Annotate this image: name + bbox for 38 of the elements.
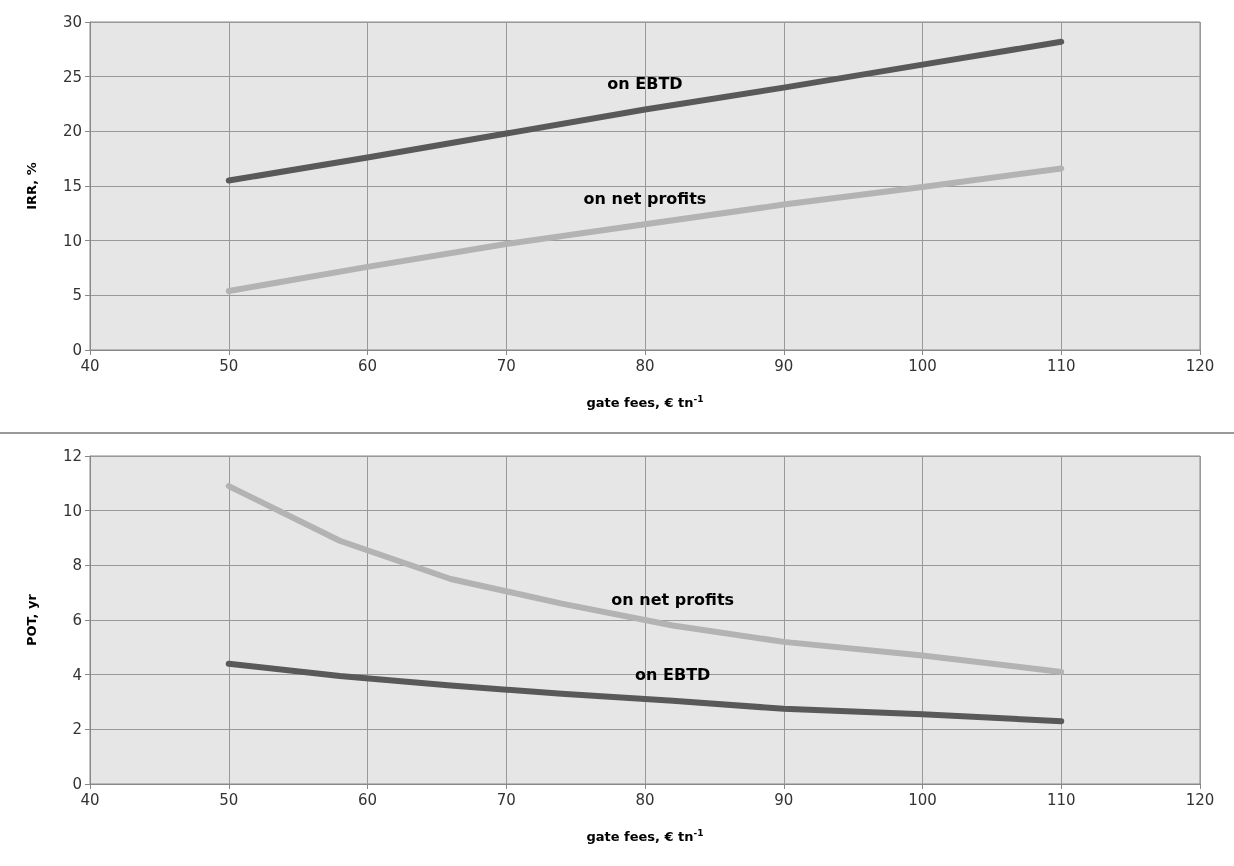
y-tick-label: 15 xyxy=(62,177,82,195)
x-tick-label: 100 xyxy=(908,356,937,375)
y-tick-label: 8 xyxy=(72,556,82,575)
y-tick-label: 0 xyxy=(72,341,82,359)
x-tick-label: 50 xyxy=(219,356,239,375)
y-tick-label: 20 xyxy=(62,122,82,141)
x-tick-label: 120 xyxy=(1185,790,1215,809)
y-tick-label: 4 xyxy=(72,665,82,684)
x-tick-label: 70 xyxy=(496,790,516,809)
y-tick-label: 30 xyxy=(62,13,82,31)
series-label: on net profits xyxy=(611,589,735,609)
y-tick-label: 6 xyxy=(72,611,82,629)
x-tick-label: 80 xyxy=(635,356,655,375)
x-tick-label: 60 xyxy=(357,356,378,375)
y-tick-label: 25 xyxy=(62,67,82,86)
x-tick-label: 40 xyxy=(80,790,100,809)
y-tick-label: 12 xyxy=(62,447,82,465)
y-tick-label: 10 xyxy=(62,231,82,250)
x-tick-label: 80 xyxy=(635,790,655,809)
series-label: on net profits xyxy=(583,188,707,208)
y-axis-title: IRR, % xyxy=(24,162,39,210)
y-tick-label: 5 xyxy=(72,286,82,305)
y-tick-label: 10 xyxy=(62,501,82,520)
x-tick-label: 120 xyxy=(1185,356,1215,375)
x-tick-label: 70 xyxy=(496,356,516,375)
x-tick-label: 90 xyxy=(774,356,794,375)
y-axis-title: POT, yr xyxy=(24,593,39,646)
y-tick-label: 2 xyxy=(72,720,82,739)
x-tick-label: 110 xyxy=(1046,356,1076,375)
series-label: on EBTD xyxy=(607,73,683,93)
x-tick-label: 60 xyxy=(357,790,378,809)
y-tick-label: 0 xyxy=(72,775,82,793)
x-tick-label: 40 xyxy=(80,356,100,375)
x-tick-label: 110 xyxy=(1046,790,1076,809)
x-tick-label: 50 xyxy=(219,790,239,809)
series-label: on EBTD xyxy=(635,665,711,685)
x-tick-label: 90 xyxy=(774,790,794,809)
x-tick-label: 100 xyxy=(908,790,937,809)
